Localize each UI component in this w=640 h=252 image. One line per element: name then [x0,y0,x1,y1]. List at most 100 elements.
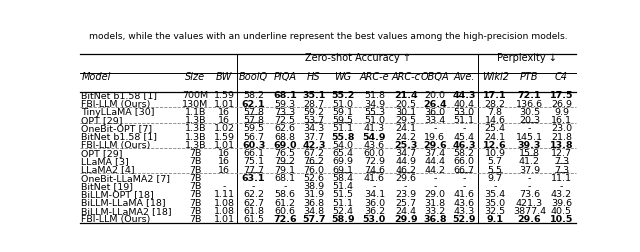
Text: 13.8: 13.8 [550,141,573,150]
Text: 54.9: 54.9 [363,133,386,142]
Text: 73.6: 73.6 [519,190,540,199]
Text: -: - [372,182,376,191]
Text: 44.3: 44.3 [452,91,476,100]
Text: ARC-c: ARC-c [391,72,420,82]
Text: 62.2: 62.2 [243,190,264,199]
Text: OneBit-LLaMA2 [7]: OneBit-LLaMA2 [7] [81,174,170,183]
Text: -: - [462,124,465,133]
Text: 62.7: 62.7 [243,199,264,208]
Text: Perplexity ↓: Perplexity ↓ [497,53,557,62]
Text: 7B: 7B [189,190,202,199]
Text: 136.6: 136.6 [516,100,543,109]
Text: 7B: 7B [189,207,202,216]
Text: 11.1: 11.1 [551,174,572,183]
Text: 39.3: 39.3 [518,141,541,150]
Text: Size: Size [186,72,205,82]
Text: 1.01: 1.01 [214,141,234,150]
Text: 24.2: 24.2 [395,133,416,142]
Text: 25.7: 25.7 [395,199,416,208]
Text: 58.2: 58.2 [243,91,264,100]
Text: -: - [433,124,436,133]
Text: BiLLM-LLaMA2 [18]: BiLLM-LLaMA2 [18] [81,207,172,216]
Text: -: - [283,182,287,191]
Text: 41.2: 41.2 [519,157,540,166]
Text: 52.9: 52.9 [452,215,476,224]
Text: 25.4: 25.4 [484,124,506,133]
Text: Ave.: Ave. [453,72,475,82]
Text: 34.1: 34.1 [364,190,385,199]
Text: 59.5: 59.5 [333,116,353,125]
Text: -: - [462,174,465,183]
Text: 17.5: 17.5 [550,91,573,100]
Text: BW: BW [216,72,232,82]
Text: OBQA: OBQA [420,72,449,82]
Text: 58.4: 58.4 [333,174,353,183]
Text: 35.1: 35.1 [302,91,326,100]
Text: 55.3: 55.3 [364,108,385,117]
Text: 76.0: 76.0 [303,166,324,175]
Text: TinyLLaMA [30]: TinyLLaMA [30] [81,108,155,117]
Text: 57.7: 57.7 [302,215,326,224]
Text: 31.8: 31.8 [424,199,445,208]
Text: 29.9: 29.9 [394,215,417,224]
Text: 53.7: 53.7 [303,116,324,125]
Text: 33.4: 33.4 [424,116,445,125]
Text: 14.6: 14.6 [484,116,506,125]
Text: 3877.4: 3877.4 [513,207,546,216]
Text: 1.3B: 1.3B [184,141,206,150]
Text: 31.9: 31.9 [303,190,324,199]
Text: 16: 16 [218,157,230,166]
Text: 44.9: 44.9 [395,157,416,166]
Text: 24.1: 24.1 [484,133,506,142]
Text: 16.1: 16.1 [551,116,572,125]
Text: 32.5: 32.5 [484,207,506,216]
Text: 52.6: 52.6 [303,174,324,183]
Text: 72.9: 72.9 [364,157,385,166]
Text: 7.3: 7.3 [554,166,569,175]
Text: 1.01: 1.01 [214,100,234,109]
Text: 59.5: 59.5 [243,124,264,133]
Text: 7B: 7B [189,157,202,166]
Text: Zero-shot Accuracy ↑: Zero-shot Accuracy ↑ [305,53,411,62]
Text: 1.08: 1.08 [214,207,234,216]
Text: 7B: 7B [189,149,202,158]
Text: 28.2: 28.2 [484,100,506,109]
Text: 36.0: 36.0 [424,108,445,117]
Text: 60.3: 60.3 [242,141,266,150]
Text: 69.1: 69.1 [333,166,353,175]
Text: 59.3: 59.3 [275,100,296,109]
Text: 19.6: 19.6 [424,133,445,142]
Text: 55.2: 55.2 [332,91,355,100]
Text: 59.1: 59.1 [333,108,353,117]
Text: 37.4: 37.4 [424,149,445,158]
Text: 46.2: 46.2 [395,166,416,175]
Text: 7B: 7B [189,166,202,175]
Text: 39.6: 39.6 [551,199,572,208]
Text: 56.7: 56.7 [243,133,264,142]
Text: 72.5: 72.5 [275,116,296,125]
Text: 29.6: 29.6 [423,141,447,150]
Text: 69.0: 69.0 [273,141,296,150]
Text: 55.8: 55.8 [332,133,355,142]
Text: 36.8: 36.8 [423,215,447,224]
Text: 51.5: 51.5 [333,190,353,199]
Text: 35.4: 35.4 [484,190,506,199]
Text: 1.1B: 1.1B [185,108,206,117]
Text: 700M: 700M [182,91,209,100]
Text: 1.59: 1.59 [214,91,234,100]
Text: 61.5: 61.5 [243,215,264,224]
Text: 5.5: 5.5 [488,166,502,175]
Text: 7B: 7B [189,174,202,183]
Text: 16: 16 [218,149,230,158]
Text: 29.0: 29.0 [424,190,445,199]
Text: 51.1: 51.1 [333,199,353,208]
Text: PTB: PTB [520,72,539,82]
Text: 33.2: 33.2 [424,207,445,216]
Text: 58.2: 58.2 [453,149,474,158]
Text: -: - [527,174,531,183]
Text: 9.9: 9.9 [554,108,569,117]
Text: 7B: 7B [189,215,202,224]
Text: 58.9: 58.9 [332,215,355,224]
Text: 421.3: 421.3 [516,199,543,208]
Text: 26.4: 26.4 [423,100,447,109]
